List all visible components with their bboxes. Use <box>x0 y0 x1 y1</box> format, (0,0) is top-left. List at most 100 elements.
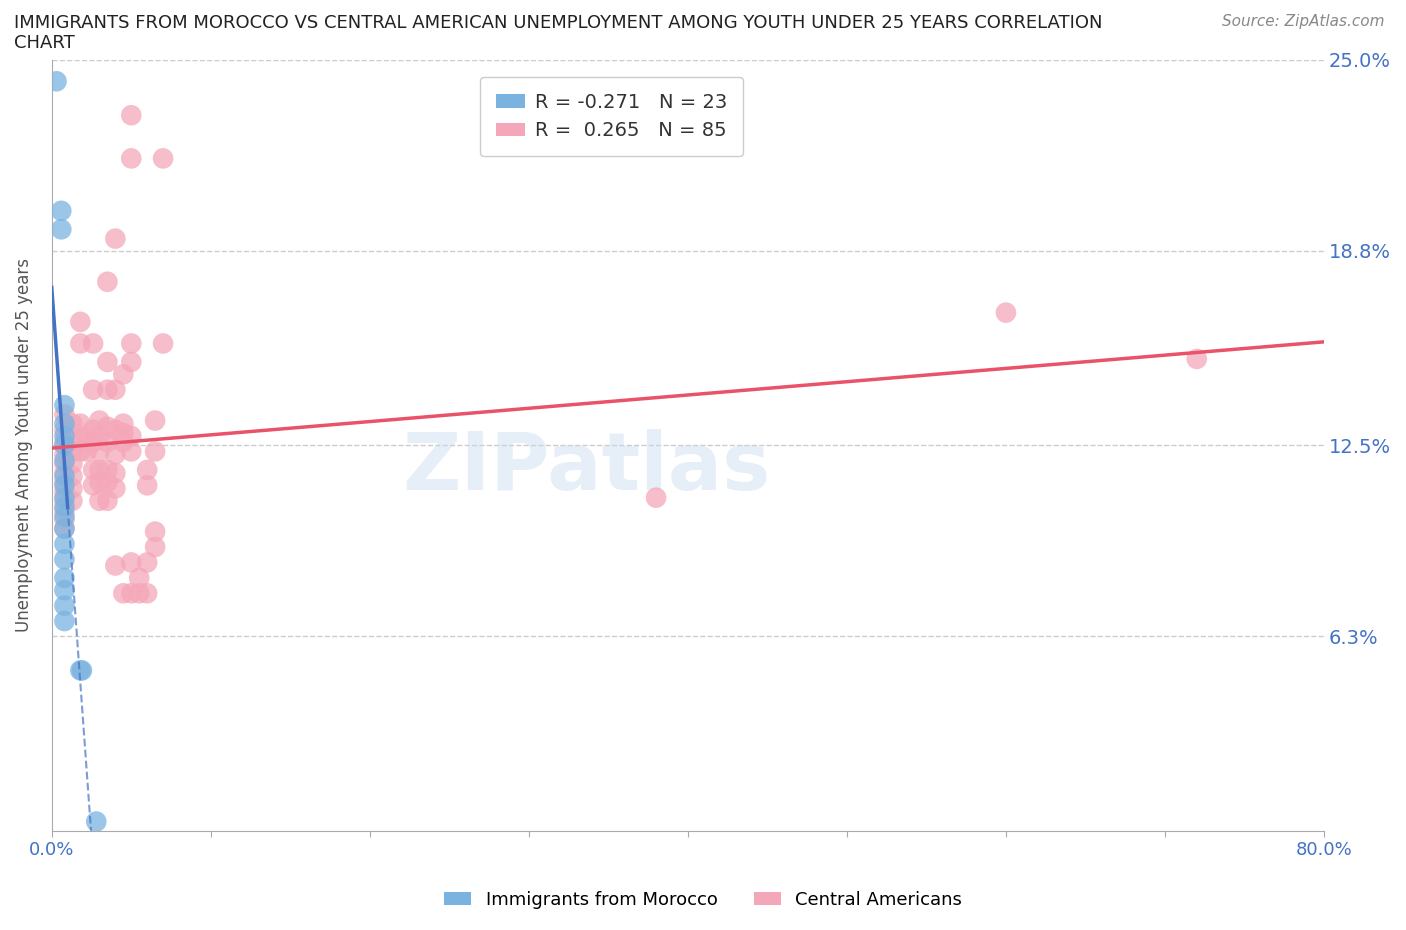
Point <box>89 429 111 444</box>
Point <box>120 444 142 458</box>
Point <box>104 558 127 573</box>
Point <box>143 413 166 428</box>
Point <box>69 314 91 329</box>
Point <box>82 462 104 477</box>
Point <box>104 232 127 246</box>
Point <box>53 398 76 413</box>
Point <box>82 422 104 437</box>
Point <box>69 444 91 458</box>
Point <box>62 469 84 484</box>
Point <box>53 614 76 629</box>
Point <box>76 444 98 458</box>
Point <box>96 493 118 508</box>
Point <box>152 151 174 166</box>
Point <box>104 481 127 496</box>
Point <box>69 417 91 432</box>
Point <box>152 336 174 351</box>
Point <box>70 663 93 678</box>
Point <box>53 509 76 524</box>
Point <box>69 432 91 446</box>
Point <box>45 73 67 88</box>
Point <box>128 586 150 601</box>
Point <box>994 305 1017 320</box>
Point <box>112 586 135 601</box>
Point <box>53 478 76 493</box>
Point <box>53 499 76 514</box>
Point <box>120 586 142 601</box>
Text: IMMIGRANTS FROM MOROCCO VS CENTRAL AMERICAN UNEMPLOYMENT AMONG YOUTH UNDER 25 YE: IMMIGRANTS FROM MOROCCO VS CENTRAL AMERI… <box>14 14 1102 32</box>
Point <box>143 444 166 458</box>
Point <box>82 382 104 397</box>
Point <box>82 336 104 351</box>
Point <box>53 570 76 585</box>
Text: Source: ZipAtlas.com: Source: ZipAtlas.com <box>1222 14 1385 29</box>
Point <box>82 434 104 449</box>
Point <box>104 382 127 397</box>
Point <box>62 417 84 432</box>
Point <box>120 108 142 123</box>
Point <box>104 466 127 481</box>
Point <box>53 466 76 481</box>
Legend: R = -0.271   N = 23, R =  0.265   N = 85: R = -0.271 N = 23, R = 0.265 N = 85 <box>481 77 742 156</box>
Point <box>96 434 118 449</box>
Point <box>53 457 76 472</box>
Legend: Immigrants from Morocco, Central Americans: Immigrants from Morocco, Central America… <box>437 884 969 916</box>
Point <box>136 478 159 493</box>
Point <box>96 274 118 289</box>
Point <box>89 493 111 508</box>
Point <box>53 429 76 444</box>
Point <box>120 555 142 570</box>
Point <box>62 481 84 496</box>
Point <box>112 417 135 432</box>
Point <box>84 814 107 829</box>
Point <box>62 457 84 472</box>
Point <box>53 407 76 422</box>
Point <box>89 413 111 428</box>
Point <box>96 419 118 434</box>
Point <box>53 438 76 453</box>
Point <box>69 336 91 351</box>
Point <box>96 462 118 477</box>
Point <box>136 586 159 601</box>
Point <box>51 204 73 219</box>
Point <box>53 493 76 508</box>
Point <box>96 354 118 369</box>
Point <box>53 417 76 432</box>
Point <box>82 478 104 493</box>
Point <box>89 462 111 477</box>
Point <box>53 598 76 613</box>
Point <box>53 469 76 484</box>
Point <box>53 551 76 566</box>
Point <box>120 336 142 351</box>
Point <box>645 490 668 505</box>
Point <box>53 485 76 499</box>
Point <box>112 425 135 440</box>
Point <box>1185 352 1208 366</box>
Point <box>76 429 98 444</box>
Point <box>53 453 76 468</box>
Point <box>53 422 76 437</box>
Text: CHART: CHART <box>14 34 75 52</box>
Text: ZIPatlas: ZIPatlas <box>402 430 770 508</box>
Point <box>53 447 76 462</box>
Point <box>53 521 76 536</box>
Point <box>62 493 84 508</box>
Point <box>136 555 159 570</box>
Point <box>128 570 150 585</box>
Point <box>89 475 111 490</box>
Point <box>51 222 73 237</box>
Point <box>104 422 127 437</box>
Point <box>104 447 127 462</box>
Point <box>120 151 142 166</box>
Point <box>53 583 76 598</box>
Point <box>53 475 76 490</box>
Point <box>62 444 84 458</box>
Point <box>120 354 142 369</box>
Point <box>143 525 166 539</box>
Point <box>69 663 91 678</box>
Y-axis label: Unemployment Among Youth under 25 years: Unemployment Among Youth under 25 years <box>15 259 32 632</box>
Point <box>96 475 118 490</box>
Point <box>53 512 76 526</box>
Point <box>53 502 76 517</box>
Point <box>112 434 135 449</box>
